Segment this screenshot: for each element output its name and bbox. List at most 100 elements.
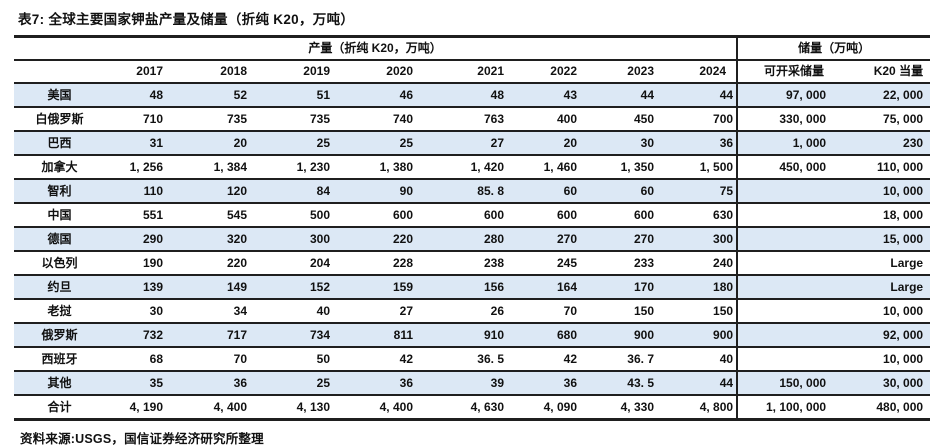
production-cell: 85. 8	[477, 184, 504, 198]
production-cell: 245	[556, 256, 577, 270]
country-cell: 中国	[47, 208, 72, 222]
country-cell: 加拿大	[41, 160, 78, 174]
production-cell: 4, 630	[470, 400, 504, 414]
production-cell: 44	[640, 88, 654, 102]
production-cell: 150	[713, 304, 734, 318]
production-cell: 70	[233, 352, 247, 366]
table-row: 白俄罗斯 710 735 735 740 763 400 450 700 330, 000 75, …	[14, 107, 931, 131]
reserve-cell: 22, 000	[883, 88, 924, 102]
country-cell: 巴西	[47, 136, 72, 150]
table-row: 俄罗斯 732 717 734 811 910 680 900 900 92, 000	[14, 323, 931, 347]
production-cell: 27	[490, 136, 504, 150]
production-cell: 51	[316, 88, 330, 102]
reserve-cell	[736, 275, 851, 299]
year-header: 2023	[627, 64, 654, 78]
production-cell: 811	[393, 328, 413, 342]
table-row: 其他 35 36 25 36 39 36 43. 5 44 150, 000 30, 000	[14, 371, 931, 395]
production-cell: 36	[719, 136, 734, 150]
production-cell: 36	[563, 376, 577, 390]
production-cell: 300	[309, 232, 330, 246]
production-cell: 734	[309, 328, 330, 342]
production-cell: 20	[563, 136, 577, 150]
production-cell: 700	[713, 112, 734, 126]
production-cell: 240	[713, 256, 734, 270]
country-cell: 以色列	[41, 256, 78, 270]
production-cell: 40	[719, 352, 734, 366]
production-cell: 170	[633, 280, 654, 294]
potash-production-reserves-table: 产量（折纯 K20，万吨） 储量（万吨） 2017 2018 2019 2020 202…	[14, 35, 931, 421]
production-cell: 280	[483, 232, 504, 246]
production-cell: 25	[316, 136, 330, 150]
country-cell: 老挝	[47, 304, 72, 318]
production-cell: 110	[143, 184, 163, 198]
reserve-cell: 10, 000	[883, 352, 924, 366]
table-row: 约旦 139 149 152 159 156 164 170 180 Large	[14, 275, 931, 299]
production-cell: 900	[713, 328, 734, 342]
production-cell: 180	[713, 280, 734, 294]
year-header: 2017	[136, 64, 163, 78]
production-cell: 46	[399, 88, 413, 102]
production-cell: 36. 7	[627, 352, 654, 366]
production-cell: 600	[556, 208, 577, 222]
reserve-cell	[736, 299, 851, 323]
production-cell: 27	[399, 304, 413, 318]
reserve-cell: 150, 000	[736, 371, 851, 395]
production-cell: 680	[556, 328, 577, 342]
production-cell: 149	[226, 280, 247, 294]
production-cell: 270	[556, 232, 577, 246]
reserve-cell: 97, 000	[736, 83, 851, 107]
reserve-cell: 15, 000	[883, 232, 924, 246]
production-cell: 4, 800	[699, 400, 734, 414]
country-cell: 德国	[47, 232, 72, 246]
table-row: 德国 290 320 300 220 280 270 270 300 15, 000	[14, 227, 931, 251]
production-cell: 220	[392, 232, 413, 246]
production-cell: 500	[309, 208, 330, 222]
reserve-cell: 10, 000	[883, 304, 924, 318]
production-cell: 30	[149, 304, 163, 318]
production-cell: 139	[142, 280, 163, 294]
year-header: 2022	[550, 64, 577, 78]
reserve-cell: 450, 000	[736, 155, 851, 179]
year-header: 2020	[386, 64, 413, 78]
production-cell: 450	[633, 112, 654, 126]
reserve-cell	[736, 251, 851, 275]
production-cell: 600	[483, 208, 504, 222]
production-cell: 1, 380	[379, 160, 413, 174]
reserve-cell	[736, 203, 851, 227]
reserve-cell	[736, 347, 851, 371]
production-cell: 36	[233, 376, 247, 390]
production-cell: 20	[233, 136, 247, 150]
production-cell: 68	[149, 352, 163, 366]
country-column-header	[14, 60, 105, 83]
production-cell: 4, 400	[379, 400, 413, 414]
production-cell: 630	[713, 208, 734, 222]
production-cell: 4, 400	[213, 400, 247, 414]
reserve-cell: 110, 000	[877, 160, 924, 174]
production-cell: 600	[633, 208, 654, 222]
column-header-row: 2017 2018 2019 2020 2021 2022 2023 2024 可开采储量 K20…	[14, 60, 931, 83]
production-cell: 300	[713, 232, 734, 246]
reserve-cell: 30, 000	[883, 376, 924, 390]
production-cell: 270	[633, 232, 654, 246]
production-cell: 204	[309, 256, 330, 270]
reserve-cell: 18, 000	[883, 208, 924, 222]
country-cell: 白俄罗斯	[35, 112, 84, 126]
production-cell: 710	[142, 112, 163, 126]
table-row: 以色列 190 220 204 228 238 245 233 240 Large	[14, 251, 931, 275]
production-cell: 233	[633, 256, 654, 270]
production-cell: 42	[399, 352, 413, 366]
table-row: 中国 551 545 500 600 600 600 600 630 18, 000	[14, 203, 931, 227]
production-cell: 35	[149, 376, 163, 390]
production-cell: 1, 350	[620, 160, 654, 174]
production-cell: 48	[490, 88, 504, 102]
country-cell: 智利	[47, 184, 72, 198]
production-cell: 4, 130	[296, 400, 330, 414]
production-cell: 26	[490, 304, 504, 318]
production-cell: 34	[233, 304, 247, 318]
production-cell: 4, 090	[543, 400, 577, 414]
production-cell: 43	[563, 88, 577, 102]
production-cell: 1, 384	[213, 160, 247, 174]
reserve-cell: 230	[903, 136, 924, 150]
production-cell: 290	[142, 232, 163, 246]
production-cell: 120	[226, 184, 247, 198]
